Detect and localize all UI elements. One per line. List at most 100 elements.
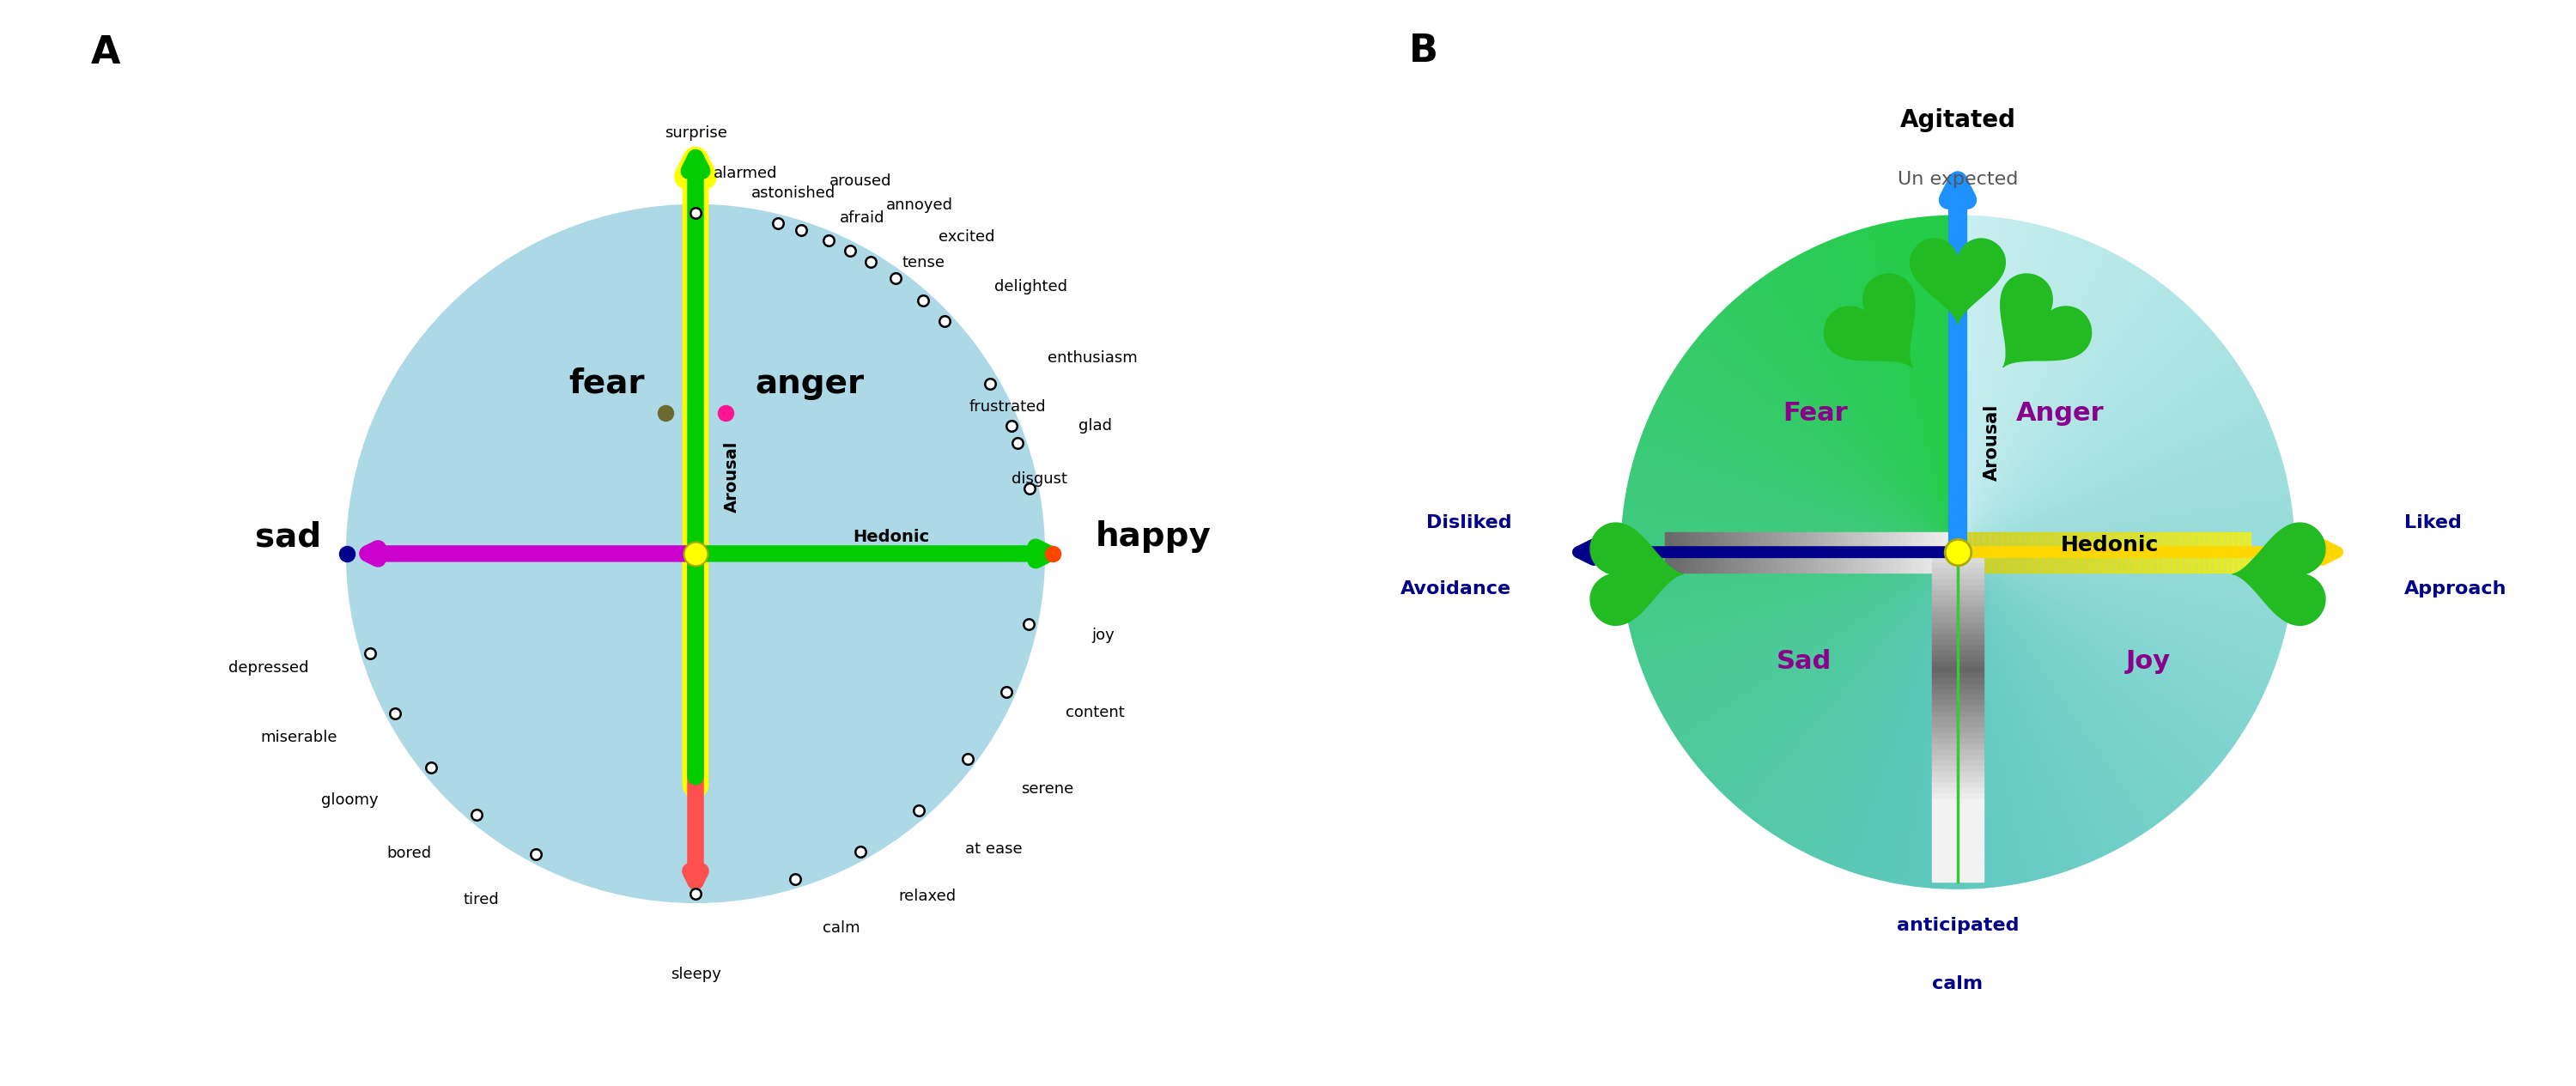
Polygon shape — [1911, 239, 2004, 325]
Wedge shape — [1958, 340, 2226, 552]
Circle shape — [348, 204, 1043, 902]
Text: fear: fear — [569, 367, 644, 400]
Wedge shape — [1958, 232, 2071, 552]
Wedge shape — [1958, 275, 2156, 552]
Wedge shape — [1958, 552, 2087, 867]
Wedge shape — [1623, 517, 1958, 552]
Wedge shape — [1636, 449, 1958, 552]
Wedge shape — [1958, 552, 1976, 888]
Wedge shape — [1958, 369, 2244, 552]
Text: surprise: surprise — [665, 125, 726, 141]
Wedge shape — [1958, 552, 2272, 681]
Text: Arousal: Arousal — [724, 441, 739, 513]
Wedge shape — [1958, 229, 2061, 552]
Text: Anger: Anger — [2017, 401, 2105, 426]
Wedge shape — [1958, 377, 2249, 552]
Wedge shape — [1798, 552, 1958, 853]
Wedge shape — [1958, 465, 2285, 552]
Wedge shape — [1950, 552, 1958, 888]
Wedge shape — [1685, 348, 1958, 552]
Text: sad: sad — [255, 520, 322, 553]
Wedge shape — [1620, 534, 1958, 552]
Text: anticipated: anticipated — [1896, 917, 2020, 934]
Wedge shape — [1958, 383, 2254, 552]
Wedge shape — [1685, 552, 1958, 757]
Wedge shape — [1623, 500, 1958, 552]
Wedge shape — [1623, 552, 1958, 596]
Wedge shape — [1958, 407, 2264, 552]
Wedge shape — [1958, 534, 2295, 552]
Wedge shape — [1695, 552, 1958, 771]
Wedge shape — [1620, 543, 1958, 552]
Wedge shape — [1958, 270, 2148, 552]
Text: Approach: Approach — [2403, 580, 2506, 597]
Wedge shape — [1958, 552, 2102, 860]
Wedge shape — [1958, 552, 2195, 796]
Text: happy: happy — [1095, 520, 1211, 553]
Wedge shape — [1958, 552, 2244, 735]
Wedge shape — [1958, 552, 2221, 771]
Polygon shape — [1824, 274, 1914, 367]
Wedge shape — [1775, 552, 1958, 839]
Text: glad: glad — [1079, 418, 1113, 434]
Wedge shape — [1958, 216, 1976, 552]
Wedge shape — [1747, 552, 1958, 819]
Wedge shape — [1862, 227, 1958, 552]
Wedge shape — [1958, 552, 2280, 656]
Wedge shape — [1958, 552, 2141, 839]
Wedge shape — [1674, 552, 1958, 743]
Wedge shape — [1837, 552, 1958, 870]
Wedge shape — [1958, 241, 2094, 552]
Text: Arousal: Arousal — [1984, 404, 2002, 481]
Wedge shape — [1958, 333, 2221, 552]
Wedge shape — [1752, 280, 1958, 552]
Wedge shape — [1958, 552, 2208, 784]
Wedge shape — [1623, 552, 1958, 588]
Wedge shape — [1958, 227, 2053, 552]
Wedge shape — [1958, 552, 2148, 834]
Wedge shape — [1958, 552, 2020, 885]
Wedge shape — [1721, 552, 1958, 796]
Wedge shape — [1958, 552, 2009, 886]
Text: astonished: astonished — [752, 186, 835, 201]
Wedge shape — [1623, 508, 1958, 552]
Wedge shape — [1958, 552, 2053, 877]
Wedge shape — [1958, 252, 2117, 552]
Wedge shape — [1646, 552, 1958, 689]
Polygon shape — [2002, 274, 2092, 367]
Wedge shape — [1958, 552, 2071, 872]
Wedge shape — [1958, 314, 2202, 552]
Wedge shape — [1958, 552, 2182, 808]
Wedge shape — [1783, 552, 1958, 844]
Text: enthusiasm: enthusiasm — [1048, 350, 1139, 366]
Text: depressed: depressed — [229, 660, 309, 675]
Wedge shape — [1638, 552, 1958, 665]
Wedge shape — [1940, 552, 1958, 888]
Polygon shape — [1589, 522, 1682, 626]
Wedge shape — [1958, 526, 2293, 552]
Wedge shape — [1958, 473, 2287, 552]
Wedge shape — [1870, 225, 1958, 552]
Wedge shape — [1958, 400, 2262, 552]
Wedge shape — [1958, 552, 2231, 757]
Text: disgust: disgust — [1012, 471, 1066, 487]
Wedge shape — [1643, 424, 1958, 552]
Wedge shape — [1672, 552, 1958, 735]
Wedge shape — [1958, 308, 2195, 552]
Wedge shape — [1726, 552, 1958, 803]
Text: miserable: miserable — [260, 730, 337, 745]
Wedge shape — [1940, 216, 1958, 552]
Wedge shape — [1651, 407, 1958, 552]
Text: gloomy: gloomy — [322, 793, 379, 808]
Wedge shape — [1958, 552, 1965, 888]
Text: excited: excited — [938, 229, 994, 244]
Wedge shape — [1958, 219, 2020, 552]
Wedge shape — [1958, 280, 2164, 552]
Wedge shape — [1829, 238, 1958, 552]
Wedge shape — [1623, 526, 1958, 552]
Wedge shape — [1958, 491, 2290, 552]
Wedge shape — [1958, 216, 1994, 552]
Wedge shape — [1958, 225, 2045, 552]
Wedge shape — [1958, 216, 1984, 552]
Wedge shape — [1958, 552, 2213, 778]
